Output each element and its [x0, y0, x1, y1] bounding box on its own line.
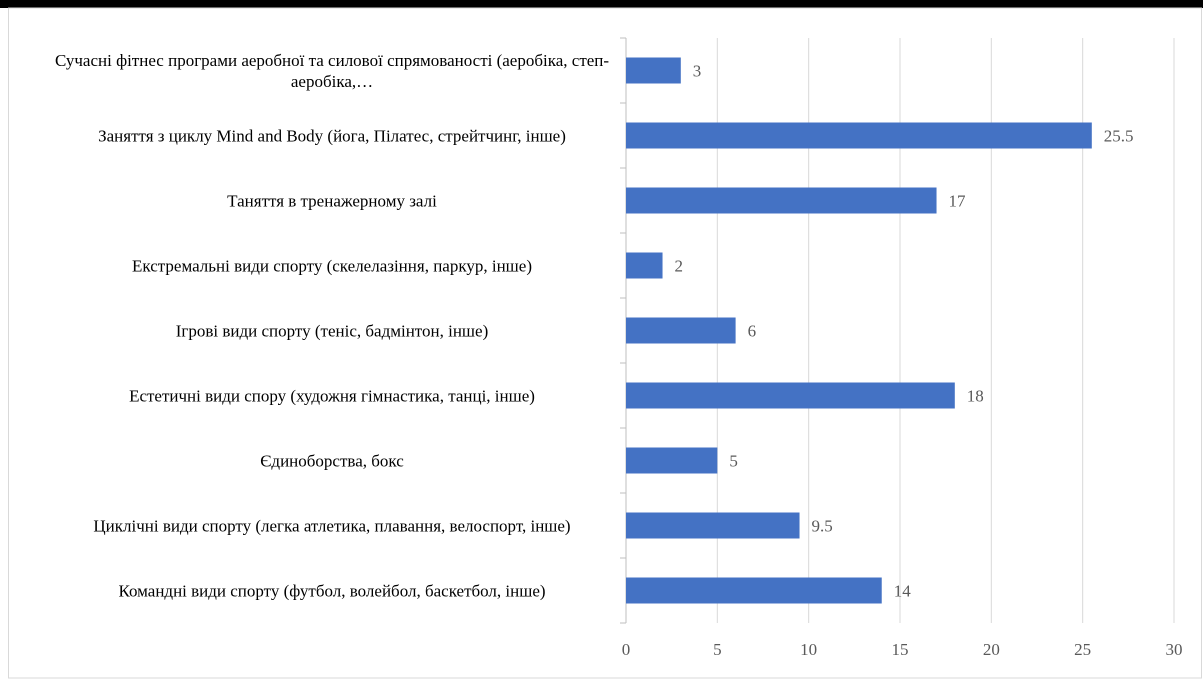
category-label: Командні види спорту (футбол, волейбол, … — [118, 581, 546, 600]
bar — [626, 122, 1092, 149]
x-tick-label: 25 — [1074, 640, 1091, 659]
category-label: Єдиноборства, бокс — [260, 451, 404, 470]
value-label: 5 — [729, 451, 738, 470]
bar — [626, 252, 663, 279]
bar — [626, 382, 955, 409]
value-label: 25.5 — [1104, 126, 1134, 145]
category-label: Естетичні види спору (художня гімнастика… — [129, 386, 535, 405]
value-label: 9.5 — [812, 516, 833, 535]
x-tick-label: 10 — [800, 640, 817, 659]
category-label: Сучасні фітнес програми аеробної та сило… — [54, 50, 610, 91]
x-tick-label: 5 — [713, 640, 722, 659]
x-tick-label: 30 — [1166, 640, 1183, 659]
bar — [626, 187, 937, 214]
category-label: Таняття в тренажерному залі — [227, 191, 437, 210]
value-label: 2 — [675, 256, 684, 275]
bar — [626, 317, 736, 344]
value-label: 14 — [894, 581, 912, 600]
bar — [626, 577, 882, 604]
category-label: Ігрові види спорту (теніс, бадмінтон, ін… — [175, 321, 489, 340]
category-label: Циклічні види спорту (легка атлетика, пл… — [93, 516, 571, 535]
value-label: 6 — [748, 321, 757, 340]
bar — [626, 512, 800, 539]
category-label: Екстремальні види спорту (скелелазіння, … — [132, 256, 532, 275]
x-tick-label: 15 — [892, 640, 909, 659]
value-label: 17 — [949, 191, 967, 210]
top-band — [0, 0, 1203, 8]
value-label: 18 — [967, 386, 984, 405]
x-tick-label: 20 — [983, 640, 1000, 659]
bar — [626, 447, 718, 474]
frame — [8, 7, 1202, 679]
value-label: 3 — [693, 61, 702, 80]
category-label: Заняття з циклу Mind and Body (йога, Піл… — [98, 126, 566, 145]
bar — [626, 57, 681, 84]
x-tick-label: 0 — [622, 640, 631, 659]
